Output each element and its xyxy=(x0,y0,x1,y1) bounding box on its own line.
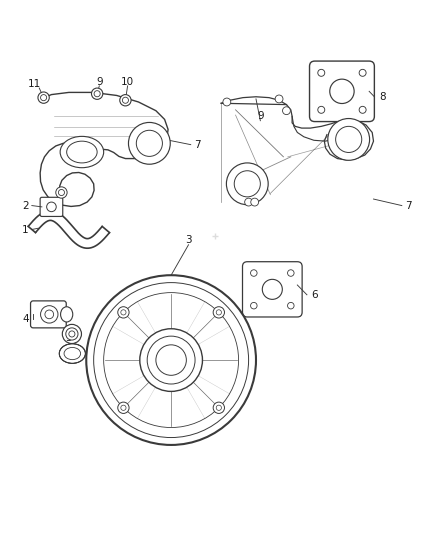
Circle shape xyxy=(288,270,294,276)
Circle shape xyxy=(122,97,128,103)
Circle shape xyxy=(41,94,47,101)
Circle shape xyxy=(62,325,81,344)
Circle shape xyxy=(318,107,325,114)
Circle shape xyxy=(275,95,283,103)
Circle shape xyxy=(216,405,222,410)
Circle shape xyxy=(245,198,253,206)
Circle shape xyxy=(223,98,231,106)
Circle shape xyxy=(94,91,100,97)
Circle shape xyxy=(66,328,78,340)
FancyBboxPatch shape xyxy=(40,197,63,216)
Circle shape xyxy=(118,402,129,414)
Text: 3: 3 xyxy=(185,236,192,245)
Circle shape xyxy=(336,126,362,152)
Circle shape xyxy=(213,402,225,414)
Text: 9: 9 xyxy=(96,77,102,86)
Text: 10: 10 xyxy=(121,77,134,86)
Circle shape xyxy=(359,107,366,114)
Circle shape xyxy=(47,202,56,212)
Ellipse shape xyxy=(67,141,97,163)
Circle shape xyxy=(69,331,75,337)
Circle shape xyxy=(120,94,131,106)
Circle shape xyxy=(45,310,53,319)
Circle shape xyxy=(262,279,283,300)
Text: 11: 11 xyxy=(28,79,41,88)
Text: 9: 9 xyxy=(257,111,264,122)
Ellipse shape xyxy=(60,307,73,322)
Circle shape xyxy=(92,88,103,99)
Circle shape xyxy=(86,275,256,445)
Circle shape xyxy=(147,336,195,384)
Text: 4: 4 xyxy=(22,314,28,324)
Circle shape xyxy=(216,310,222,315)
Circle shape xyxy=(359,69,366,76)
Circle shape xyxy=(121,310,126,315)
Circle shape xyxy=(318,69,325,76)
Text: 6: 6 xyxy=(311,290,318,300)
Circle shape xyxy=(226,163,268,205)
Circle shape xyxy=(56,187,67,198)
FancyBboxPatch shape xyxy=(310,61,374,122)
Circle shape xyxy=(283,107,290,115)
Ellipse shape xyxy=(64,348,81,360)
Text: 2: 2 xyxy=(22,200,28,211)
Circle shape xyxy=(156,345,186,375)
Circle shape xyxy=(330,79,354,103)
Circle shape xyxy=(251,270,257,276)
Circle shape xyxy=(251,302,257,309)
Circle shape xyxy=(128,123,170,164)
FancyBboxPatch shape xyxy=(243,262,302,317)
Circle shape xyxy=(41,305,58,323)
FancyBboxPatch shape xyxy=(31,301,66,328)
Text: 7: 7 xyxy=(194,140,201,150)
Ellipse shape xyxy=(59,344,85,364)
Circle shape xyxy=(58,189,64,196)
Circle shape xyxy=(38,92,49,103)
Circle shape xyxy=(288,302,294,309)
Circle shape xyxy=(136,130,162,156)
Circle shape xyxy=(328,118,370,160)
Text: 7: 7 xyxy=(405,200,412,211)
Circle shape xyxy=(251,198,258,206)
Circle shape xyxy=(234,171,260,197)
Circle shape xyxy=(118,306,129,318)
Circle shape xyxy=(140,329,202,391)
Ellipse shape xyxy=(60,136,104,168)
Text: 1: 1 xyxy=(22,224,28,235)
Text: 8: 8 xyxy=(379,92,385,102)
Circle shape xyxy=(213,306,225,318)
Text: 5: 5 xyxy=(66,333,72,343)
Circle shape xyxy=(121,405,126,410)
